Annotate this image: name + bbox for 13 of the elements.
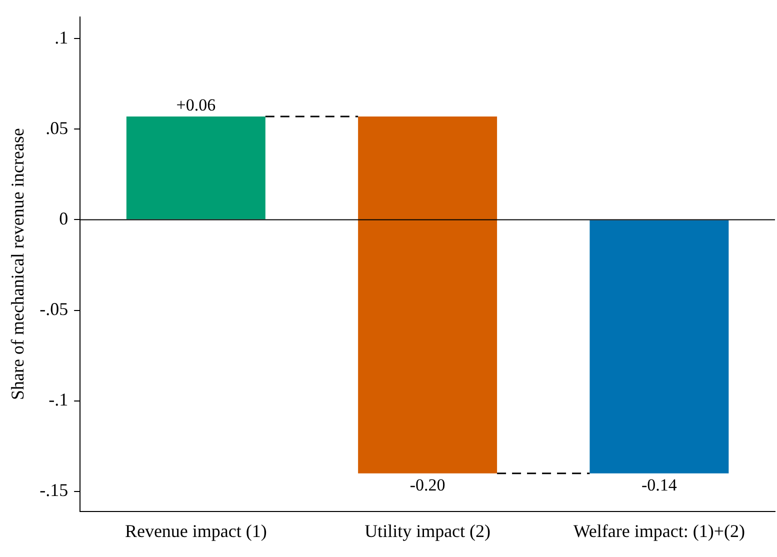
data-label: +0.06 [176, 95, 216, 114]
y-tick-label: -.05 [40, 299, 68, 320]
y-tick-label: 0 [59, 208, 68, 228]
x-tick-label: Utility impact (2) [364, 520, 491, 541]
x-tick-label: Revenue impact (1) [124, 520, 267, 541]
y-tick-label: .05 [46, 118, 68, 138]
y-tick-label: -.15 [40, 480, 68, 500]
y-tick-label: -.1 [48, 390, 68, 410]
y-axis-title: Share of mechanical revenue increase [8, 128, 28, 400]
data-label: -0.14 [641, 475, 678, 494]
y-tick-label: .1 [54, 27, 68, 48]
data-label: -0.20 [410, 475, 446, 494]
x-tick-label: Welfare impact: (1)+(2) [573, 520, 745, 541]
